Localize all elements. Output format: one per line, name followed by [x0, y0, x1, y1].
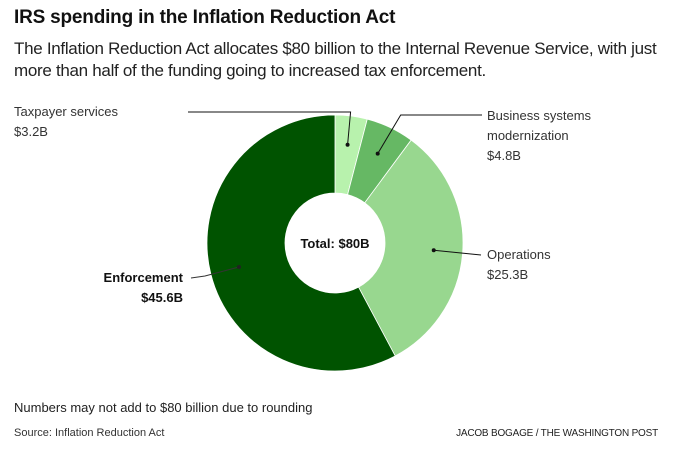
slice-enforcement [206, 114, 396, 372]
label-taxpayer-services: Taxpayer services $3.2B [14, 102, 118, 142]
rounding-note: Numbers may not add to $80 billion due t… [14, 400, 313, 415]
leader-dot-taxpayer [345, 142, 350, 147]
leader-line-enforcement [190, 266, 240, 279]
chart-subtitle: The Inflation Reduction Act allocates $8… [14, 39, 657, 80]
source-line: Source: Inflation Reduction Act [14, 427, 165, 439]
label-taxpayer-value: $3.2B [14, 124, 48, 139]
label-business-name-2: modernization [487, 128, 569, 143]
label-operations-name: Operations [487, 247, 551, 262]
credit-line: JACOB BOGAGE / THE WASHINGTON POST [456, 428, 658, 439]
chart-title: IRS spending in the Inflation Reduction … [14, 7, 396, 28]
center-total-label: Total: $80B [300, 236, 369, 251]
label-enforcement-value: $45.6B [141, 290, 183, 305]
leader-line-business [377, 114, 482, 154]
label-business-value: $4.8B [487, 148, 521, 163]
label-business-name-1: Business systems [487, 108, 592, 123]
leader-dot-enforcement [236, 265, 241, 270]
leader-line-operations [433, 249, 482, 256]
leader-line-taxpayer [188, 111, 352, 145]
label-business-systems: Business systems modernization $4.8B [487, 106, 591, 166]
leader-dot-business [375, 151, 380, 156]
label-operations-value: $25.3B [487, 267, 529, 282]
label-enforcement-name: Enforcement [103, 270, 183, 285]
label-enforcement: Enforcement $45.6B [104, 268, 183, 308]
leader-dot-operations [431, 248, 436, 253]
label-taxpayer-name: Taxpayer services [14, 104, 119, 119]
label-operations: Operations $25.3B [487, 245, 551, 285]
slice-operations [357, 139, 464, 357]
